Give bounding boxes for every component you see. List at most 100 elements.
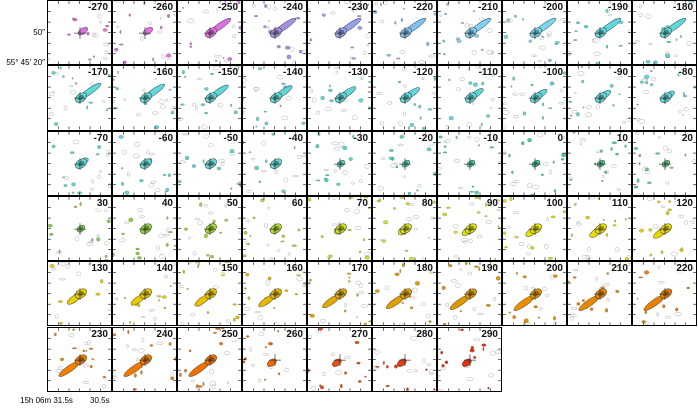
channel-panel: -180 (632, 0, 697, 66)
channel-panel: -130 (307, 65, 372, 131)
velocity-label: 40 (161, 197, 173, 210)
cross-marker-icon (139, 353, 151, 366)
channel-panel: 220 (632, 261, 697, 327)
velocity-label: -200 (542, 2, 563, 14)
cross-marker-icon (529, 27, 541, 39)
cross-marker-icon (204, 223, 216, 235)
panel-map (48, 131, 111, 195)
cross-marker-icon (399, 157, 411, 170)
panel-map (178, 262, 241, 326)
cross-marker-icon (464, 223, 476, 235)
velocity-label: 100 (546, 197, 563, 210)
panel-map (48, 327, 111, 391)
velocity-label: -50 (223, 132, 238, 145)
panel-map (568, 66, 631, 130)
cross-marker-icon (204, 157, 216, 170)
channel-panel: 10 (567, 130, 632, 196)
cross-marker-icon (399, 223, 411, 235)
cross-marker-icon (594, 223, 606, 235)
panel-map (308, 66, 371, 130)
channel-panel: 0 (502, 130, 567, 196)
channel-panel: -30 (307, 130, 372, 196)
channel-panel: -250 (177, 0, 242, 66)
channel-panel: 140 (112, 261, 177, 327)
cross-marker-icon (399, 92, 411, 105)
velocity-label: -40 (288, 132, 303, 145)
velocity-label: -10 (483, 132, 498, 145)
cross-marker-icon (204, 288, 216, 301)
velocity-label: 270 (351, 328, 368, 341)
channel-panel: 90 (437, 195, 502, 262)
panel-map (503, 131, 566, 195)
cross-marker-icon (334, 353, 346, 366)
panel-map (373, 196, 436, 261)
velocity-label: -70 (93, 132, 108, 145)
velocity-label: -110 (478, 67, 498, 80)
channel-panel: 240 (112, 326, 177, 392)
cross-marker-icon (334, 92, 346, 105)
cross-marker-icon (594, 157, 606, 170)
channel-panel: 170 (307, 261, 372, 327)
channel-panel: -20 (372, 130, 437, 196)
velocity-label: -210 (477, 2, 498, 14)
velocity-label: -60 (158, 132, 173, 145)
cross-marker-icon (464, 27, 476, 39)
velocity-label: 110 (611, 197, 628, 210)
velocity-label: -150 (217, 67, 238, 80)
panel-map (568, 262, 631, 326)
cross-marker-icon (269, 223, 281, 235)
velocity-label: -180 (672, 2, 693, 14)
x-tick-label: 15h 06m 31.5s (20, 396, 73, 405)
velocity-label: 90 (486, 197, 498, 210)
channel-panel: -80 (632, 65, 697, 131)
velocity-label: -120 (412, 67, 433, 80)
panel-map (568, 196, 631, 261)
cross-marker-icon (399, 288, 411, 301)
velocity-label: 180 (416, 263, 433, 276)
channel-panel: -200 (502, 0, 567, 66)
channel-panel: -220 (372, 0, 437, 66)
cross-marker-icon (594, 288, 606, 301)
velocity-label: 140 (156, 263, 173, 276)
velocity-label: -230 (347, 2, 368, 14)
channel-panel: 230 (47, 326, 112, 392)
channel-panel: -10 (437, 130, 502, 196)
cross-marker-icon (204, 27, 216, 39)
panel-map (178, 66, 241, 130)
cross-marker-icon (204, 92, 216, 105)
channel-panel: 260 (242, 326, 307, 392)
panel-map (308, 131, 371, 195)
cross-marker-icon (464, 92, 476, 105)
velocity-label: 50 (226, 197, 238, 210)
cross-marker-icon (659, 288, 671, 301)
channel-panel: 20 (632, 130, 697, 196)
cross-marker-icon (139, 157, 151, 170)
channel-panel: -90 (567, 65, 632, 131)
channel-panel: -100 (502, 65, 567, 131)
velocity-label: -220 (412, 2, 433, 14)
channel-panel: -60 (112, 130, 177, 196)
velocity-label: -240 (282, 2, 303, 14)
cross-marker-icon (74, 223, 86, 235)
channel-panel: 200 (502, 261, 567, 327)
panel-map (243, 66, 306, 130)
panel-map (633, 262, 696, 326)
channel-panel: -120 (372, 65, 437, 131)
channel-panel: -40 (242, 130, 307, 196)
panel-map (113, 66, 176, 130)
velocity-label: -30 (353, 132, 368, 145)
channel-panel: 120 (632, 195, 697, 262)
cross-marker-icon (399, 353, 411, 366)
velocity-label: -160 (152, 67, 173, 80)
panel-map (568, 1, 631, 65)
cross-marker-icon (269, 288, 281, 301)
cross-marker-icon (74, 27, 86, 39)
velocity-label: -250 (217, 2, 238, 14)
velocity-label: -260 (152, 2, 173, 14)
velocity-label: 240 (156, 328, 173, 341)
velocity-label: 190 (481, 263, 498, 276)
cross-marker-icon (464, 157, 476, 170)
velocity-label: 250 (221, 328, 238, 341)
cross-marker-icon (334, 27, 346, 39)
velocity-label: 280 (416, 328, 433, 341)
